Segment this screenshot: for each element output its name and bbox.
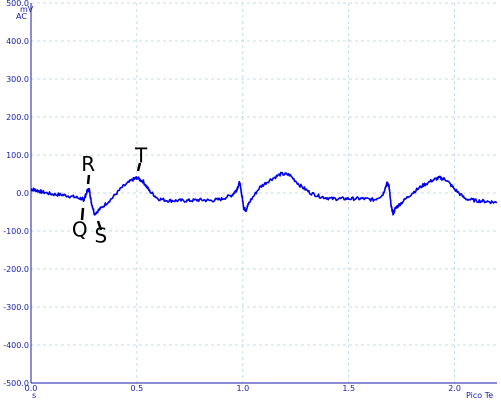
ecg-trace-line [30, 171, 498, 216]
wave-annotations: R Q S T [72, 144, 148, 248]
x-unit-label: s [32, 391, 36, 400]
y-tick-label: -200.0 [3, 265, 29, 274]
watermark-label: Pico Te [466, 391, 493, 400]
annotation-t: T [134, 144, 148, 168]
y-tick-label: -500.0 [3, 379, 29, 388]
annotation-pointers [80, 162, 142, 231]
x-tick-label: 2.0 [448, 384, 461, 393]
r-pointer [86, 174, 91, 185]
y-tick-label: 400.0 [6, 37, 29, 46]
y-tick-label: 0.0 [16, 189, 29, 198]
x-tick-label: 0.0 [25, 384, 38, 393]
axes [30, 3, 497, 384]
y-tick-label: 300.0 [6, 75, 29, 84]
y-unit-label: mV [20, 5, 34, 14]
y-tick-label: -400.0 [3, 341, 29, 350]
y-coupling-label: AC [16, 12, 27, 21]
y-tick-label: 200.0 [6, 113, 29, 122]
y-tick-label: -100.0 [3, 227, 29, 236]
q-pointer [80, 207, 85, 221]
x-tick-label: 1.5 [342, 384, 355, 393]
s-pointer [96, 220, 103, 231]
y-tick-label: -300.0 [3, 303, 29, 312]
x-tick-labels: 0.0 0.5 1.0 1.5 2.0 [25, 384, 461, 393]
y-tick-labels: 500.0 400.0 300.0 200.0 100.0 0.0 -100.0 -200.0… [3, 0, 29, 388]
grid [30, 2, 497, 384]
x-tick-label: 0.5 [131, 384, 144, 393]
y-tick-label: 500.0 [6, 0, 29, 8]
t-pointer [136, 162, 142, 172]
annotation-s: S [95, 223, 108, 247]
x-tick-label: 1.0 [236, 384, 249, 393]
annotation-q: Q [72, 218, 88, 242]
annotation-r: R [81, 152, 95, 176]
y-tick-label: 100.0 [6, 151, 29, 160]
